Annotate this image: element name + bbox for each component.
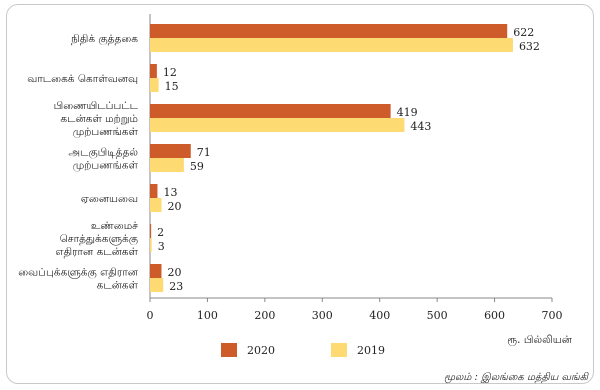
data-label-2020: 622 bbox=[513, 26, 534, 39]
bar-2020 bbox=[150, 184, 158, 198]
legend-label-2019: 2019 bbox=[357, 344, 385, 357]
bar-2019 bbox=[150, 238, 152, 252]
source-note: மூலம் : இலங்கை மத்திய வங்கி bbox=[444, 372, 589, 384]
bar-2019 bbox=[150, 278, 164, 292]
bar-2020 bbox=[150, 224, 152, 238]
legend-swatch-2019 bbox=[331, 343, 347, 357]
data-label-2019: 59 bbox=[190, 160, 204, 173]
category-label: சொத்துக்களுக்கு bbox=[60, 233, 139, 247]
data-label-2019: 20 bbox=[167, 200, 181, 213]
category-label: எதிரான கடன்கள் bbox=[55, 246, 138, 258]
category-label: உண்மைச் bbox=[91, 220, 138, 232]
x-tick-label: 700 bbox=[542, 309, 563, 322]
data-label-2019: 443 bbox=[410, 120, 431, 133]
category-label: நிதிக் குத்தகை bbox=[71, 33, 138, 47]
category-label: முற்பணங்கள் bbox=[73, 126, 139, 138]
category-label: கடன்கள் bbox=[97, 280, 139, 292]
data-label-2020: 13 bbox=[163, 186, 177, 199]
bar-2020 bbox=[150, 104, 391, 118]
category-label: பிணையிடப்பட்ட bbox=[54, 100, 139, 112]
category-label: அடகுபிடித்தல் bbox=[68, 147, 138, 161]
x-tick-label: 600 bbox=[484, 309, 505, 322]
x-tick-label: 400 bbox=[369, 309, 390, 322]
bar-2020 bbox=[150, 264, 162, 278]
data-label-2020: 71 bbox=[197, 146, 211, 159]
bar-2020 bbox=[150, 64, 157, 78]
data-label-2020: 12 bbox=[163, 66, 177, 79]
category-label: ஏனையவை bbox=[81, 193, 138, 205]
bar-2019 bbox=[150, 118, 405, 132]
legend-swatch-2020 bbox=[221, 343, 237, 357]
data-label-2020: 20 bbox=[167, 266, 181, 279]
bar-2019 bbox=[150, 158, 184, 172]
legend-label-2020: 2020 bbox=[247, 344, 275, 357]
bar-2020 bbox=[150, 24, 508, 38]
x-tick-label: 200 bbox=[254, 309, 275, 322]
category-label: வைப்புக்களுக்கு எதிரான bbox=[18, 267, 139, 281]
x-tick-label: 0 bbox=[147, 309, 154, 322]
data-label-2020: 419 bbox=[397, 106, 418, 119]
data-label-2019: 15 bbox=[165, 80, 179, 93]
x-tick-label: 500 bbox=[427, 309, 448, 322]
category-label: வாடகைக் கொள்வனவு bbox=[27, 73, 138, 85]
data-label-2019: 3 bbox=[158, 240, 165, 253]
category-label: முற்பணங்கள் bbox=[73, 160, 139, 172]
x-axis-unit-label: ரூ. பில்லியன் bbox=[507, 334, 573, 346]
x-tick-label: 300 bbox=[312, 309, 333, 322]
data-label-2020: 2 bbox=[157, 226, 164, 239]
x-tick-label: 100 bbox=[197, 309, 218, 322]
data-label-2019: 23 bbox=[169, 280, 183, 293]
chart-frame bbox=[6, 4, 594, 384]
bar-2020 bbox=[150, 144, 191, 158]
category-label: கடன்கள் மற்றும் bbox=[60, 113, 138, 125]
bar-2019 bbox=[150, 78, 159, 92]
bar-2019 bbox=[150, 38, 513, 52]
bar-2019 bbox=[150, 198, 162, 212]
data-label-2019: 632 bbox=[519, 40, 540, 53]
